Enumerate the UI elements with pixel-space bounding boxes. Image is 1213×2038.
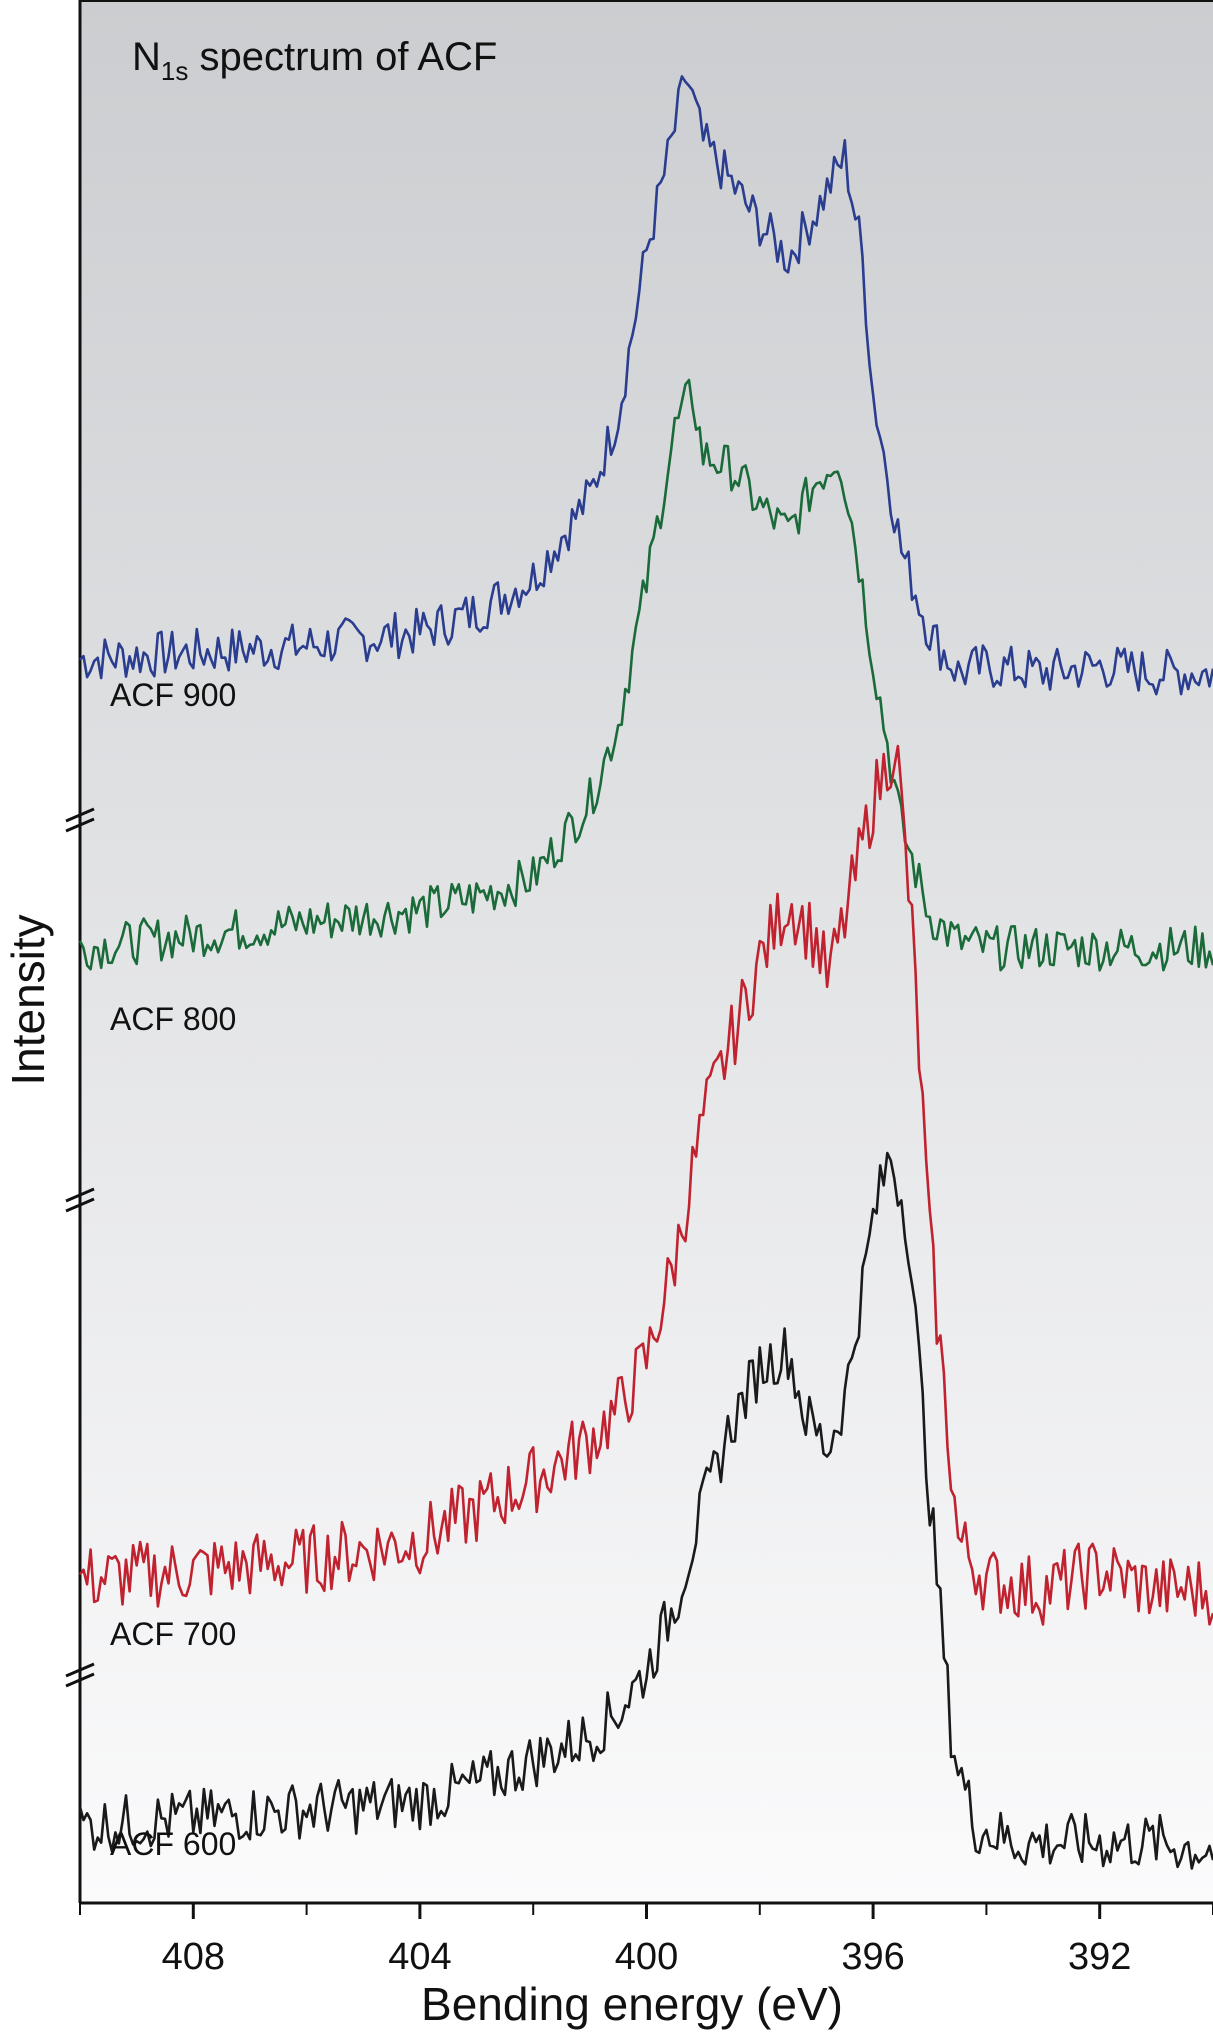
- series-label: ACF 800: [110, 1001, 236, 1037]
- x-tick-label: 396: [841, 1936, 904, 1978]
- x-tick-label: 392: [1068, 1936, 1131, 1978]
- series-line-acf-600: [78, 1151, 1213, 1870]
- series-label: ACF 900: [110, 677, 236, 713]
- series-labels: ACF 900 ACF 800 ACF 700 ACF 600: [110, 677, 236, 1862]
- series-line-acf-800: [78, 378, 1213, 972]
- y-axis-title: Intensity: [2, 914, 54, 1085]
- y-axis-break-mark: [65, 807, 95, 823]
- x-tick-label: 404: [388, 1936, 451, 1978]
- chart-title-main: N: [132, 35, 161, 79]
- y-axis-break-mark: [65, 817, 95, 833]
- x-tick-label: 408: [162, 1936, 225, 1978]
- x-axis-title: Bending energy (eV): [421, 1978, 843, 2030]
- x-tick-label: 400: [615, 1936, 678, 1978]
- series-line-acf-700: [78, 744, 1213, 1626]
- y-axis-break-mark: [65, 1662, 95, 1678]
- y-axis-break-mark: [65, 1187, 95, 1203]
- chart-title: N1s spectrum of ACF: [132, 35, 497, 86]
- series-label: ACF 600: [110, 1826, 236, 1862]
- spectrum-series-layer: [78, 75, 1213, 1870]
- x-axis-ticks: 408 404 400 396 392: [79, 1903, 1213, 1978]
- chart-title-subscript: 1s: [161, 56, 188, 86]
- series-line-acf-900: [79, 75, 1213, 696]
- y-axis-break-mark: [65, 1672, 95, 1688]
- chart-title-rest: spectrum of ACF: [188, 35, 497, 79]
- y-axis-breaks: [65, 807, 95, 1688]
- y-axis-break-mark: [65, 1197, 95, 1213]
- series-label: ACF 700: [110, 1616, 236, 1652]
